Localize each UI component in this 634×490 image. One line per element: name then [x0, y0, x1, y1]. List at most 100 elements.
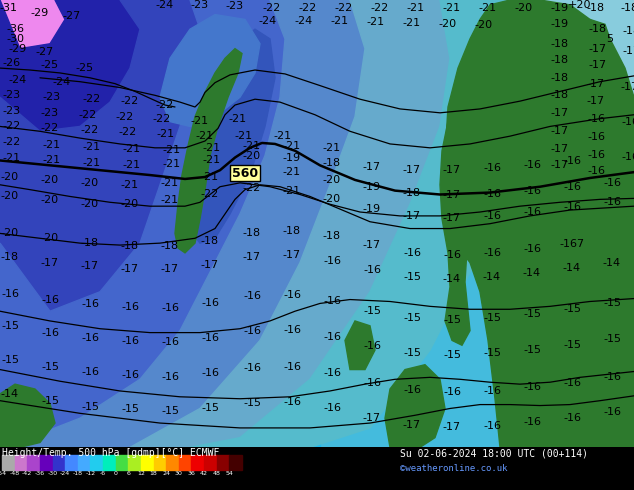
Text: -18: -18: [323, 158, 341, 169]
Text: -16: -16: [587, 132, 605, 142]
Text: -17: -17: [587, 78, 605, 89]
Bar: [141, 456, 153, 470]
Polygon shape: [0, 384, 55, 447]
Polygon shape: [345, 321, 375, 369]
Text: -16: -16: [201, 368, 219, 378]
Text: -54: -54: [0, 471, 7, 476]
Text: -16: -16: [483, 189, 501, 198]
Text: -15: -15: [523, 309, 541, 319]
Text: -18: -18: [551, 73, 569, 83]
Text: -16: -16: [403, 385, 421, 395]
Polygon shape: [185, 29, 275, 243]
Text: -17: -17: [363, 240, 381, 250]
Text: -20: -20: [41, 175, 59, 185]
Text: -16: -16: [121, 302, 139, 312]
Polygon shape: [175, 49, 242, 253]
Text: -16: -16: [323, 403, 341, 414]
Text: -24: -24: [60, 471, 70, 476]
Text: -21: -21: [163, 159, 181, 170]
Text: -27: -27: [36, 47, 54, 56]
Text: -16: -16: [243, 291, 261, 301]
Text: 36: 36: [188, 471, 195, 476]
Text: -36: -36: [6, 24, 24, 34]
Text: -17: -17: [623, 46, 634, 55]
Text: 0: 0: [113, 471, 118, 476]
Text: -22: -22: [79, 110, 97, 120]
Text: -22: -22: [153, 114, 171, 123]
Text: -17: -17: [201, 260, 219, 270]
Text: -22: -22: [81, 125, 99, 135]
Polygon shape: [0, 0, 65, 49]
Text: -16: -16: [483, 421, 501, 431]
Text: -21: -21: [83, 158, 101, 169]
Text: -26: -26: [3, 58, 21, 68]
Text: -18: -18: [81, 238, 99, 248]
Text: -14: -14: [483, 272, 501, 282]
Text: -16: -16: [603, 178, 621, 188]
Text: -17: -17: [443, 190, 461, 199]
Text: -17: -17: [81, 262, 99, 271]
Text: -12: -12: [86, 471, 96, 476]
Text: -48: -48: [10, 471, 20, 476]
Text: -21: -21: [331, 16, 349, 26]
Text: -20: -20: [81, 199, 99, 209]
Text: 5: 5: [607, 34, 614, 44]
Text: -17: -17: [589, 60, 607, 70]
Polygon shape: [0, 0, 365, 447]
Text: -14: -14: [523, 269, 541, 278]
Text: -21: -21: [157, 129, 175, 139]
Text: -16: -16: [563, 156, 581, 167]
Text: -17: -17: [443, 422, 461, 432]
Text: -21: -21: [123, 160, 141, 171]
Text: -18: -18: [73, 471, 83, 476]
Text: -21: -21: [123, 144, 141, 154]
Text: -21: -21: [283, 167, 301, 177]
Text: -18: -18: [551, 39, 569, 49]
Bar: [15, 456, 27, 470]
Text: -16: -16: [523, 382, 541, 392]
Text: 48: 48: [213, 471, 221, 476]
Text: -167: -167: [559, 239, 585, 249]
Text: -20: -20: [1, 172, 19, 182]
Text: -14: -14: [1, 389, 19, 399]
Text: -19: -19: [283, 152, 301, 163]
Text: -16: -16: [323, 296, 341, 306]
Text: -21: -21: [443, 3, 461, 13]
Text: -15: -15: [1, 321, 19, 331]
Text: -21: -21: [163, 145, 181, 155]
Text: 560: 560: [232, 167, 258, 180]
Text: -19: -19: [363, 204, 381, 214]
Text: -6: -6: [100, 471, 106, 476]
Text: -30: -30: [48, 471, 58, 476]
Text: -16: -16: [201, 334, 219, 343]
Text: -22: -22: [3, 122, 21, 131]
Text: -16: -16: [563, 413, 581, 423]
Polygon shape: [320, 0, 500, 447]
Polygon shape: [190, 0, 530, 447]
Polygon shape: [440, 73, 490, 345]
Polygon shape: [200, 0, 320, 447]
Text: -22: -22: [119, 127, 137, 137]
Text: -15: -15: [41, 396, 59, 406]
Text: -15: -15: [41, 362, 59, 371]
Text: -15: -15: [603, 298, 621, 308]
Text: -18: -18: [1, 252, 19, 262]
Polygon shape: [385, 365, 445, 447]
Text: -15: -15: [483, 313, 501, 323]
Text: -16: -16: [563, 378, 581, 388]
Text: -24: -24: [295, 16, 313, 26]
Text: -21: -21: [367, 17, 385, 27]
Text: -24: -24: [259, 16, 277, 26]
Text: -16: -16: [41, 328, 59, 338]
Text: -20: -20: [475, 20, 493, 30]
Text: -16: -16: [587, 166, 605, 176]
Text: -17: -17: [403, 211, 421, 221]
Text: -22: -22: [41, 123, 59, 133]
Bar: [230, 456, 242, 470]
Text: -16: -16: [621, 117, 634, 126]
Text: -18: -18: [551, 90, 569, 100]
Text: -21: -21: [3, 152, 21, 163]
Text: -16: -16: [403, 248, 421, 258]
Bar: [91, 456, 103, 470]
Text: -23: -23: [43, 92, 61, 102]
